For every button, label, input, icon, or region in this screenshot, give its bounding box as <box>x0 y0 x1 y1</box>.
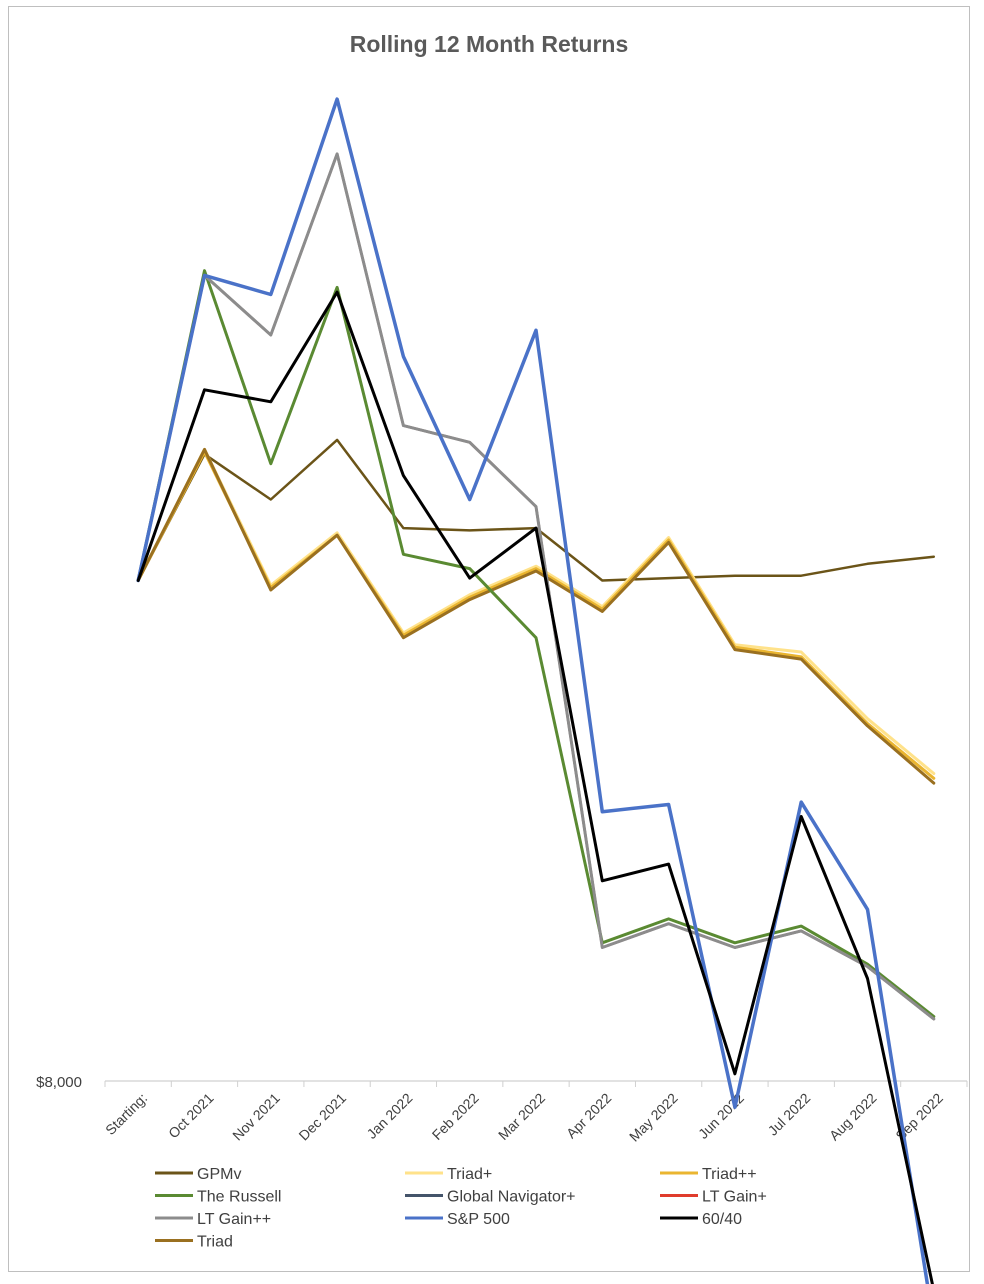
legend-label: 60/40 <box>702 1211 742 1228</box>
legend-label: GPMv <box>197 1166 241 1183</box>
series-line-60-40 <box>136 290 934 1284</box>
axes: $8,000 <box>36 1074 968 1091</box>
x-tick-labels: Starting: Oct 2021 Nov 2021 Dec 2021 Jan 202… <box>102 1090 946 1145</box>
legend-label: LT Gain+ <box>702 1189 767 1206</box>
x-tick-label: Jan 2022 <box>363 1090 415 1142</box>
legend-label: Triad++ <box>702 1166 757 1183</box>
legend-label: The Russell <box>197 1189 281 1206</box>
x-tick-label: Nov 2021 <box>229 1090 283 1144</box>
series-line-triad- <box>136 450 936 780</box>
x-tick-label: Feb 2022 <box>429 1090 482 1143</box>
series-line-the-russell <box>136 269 936 1019</box>
x-tick-label: Oct 2021 <box>165 1090 217 1142</box>
y-tick-label: $8,000 <box>36 1074 82 1091</box>
chart-title: Rolling 12 Month Returns <box>350 31 629 57</box>
chart-frame <box>8 6 970 1272</box>
x-tick-label: Starting: <box>102 1090 150 1138</box>
series-line-global-navigator- <box>136 152 936 1021</box>
series-lines <box>136 97 936 1284</box>
x-tick-label: Dec 2021 <box>296 1090 350 1144</box>
legend: GPMv Triad+ Triad++ The Russell Global Navig… <box>155 1166 767 1251</box>
series-line-triad- <box>136 447 936 775</box>
x-tick-label: May 2022 <box>626 1090 681 1145</box>
legend-label: LT Gain++ <box>197 1211 271 1228</box>
series-line-s-p-500 <box>136 97 930 1284</box>
x-tick-label: Apr 2022 <box>563 1090 615 1142</box>
series-line-triad <box>136 447 936 785</box>
series-line-lt-gain- <box>136 152 936 1021</box>
legend-label: S&P 500 <box>447 1211 510 1228</box>
legend-label: Global Navigator+ <box>447 1189 576 1206</box>
legend-label: Triad+ <box>447 1166 492 1183</box>
legend-label: Triad <box>197 1234 233 1251</box>
x-tick-label: Aug 2022 <box>826 1090 880 1144</box>
series-line-lt-gain- <box>136 152 936 1021</box>
x-tick-label: Jul 2022 <box>765 1090 814 1139</box>
x-tick-label: Mar 2022 <box>495 1090 548 1143</box>
x-tick-label: Jun 2022 <box>695 1090 747 1142</box>
